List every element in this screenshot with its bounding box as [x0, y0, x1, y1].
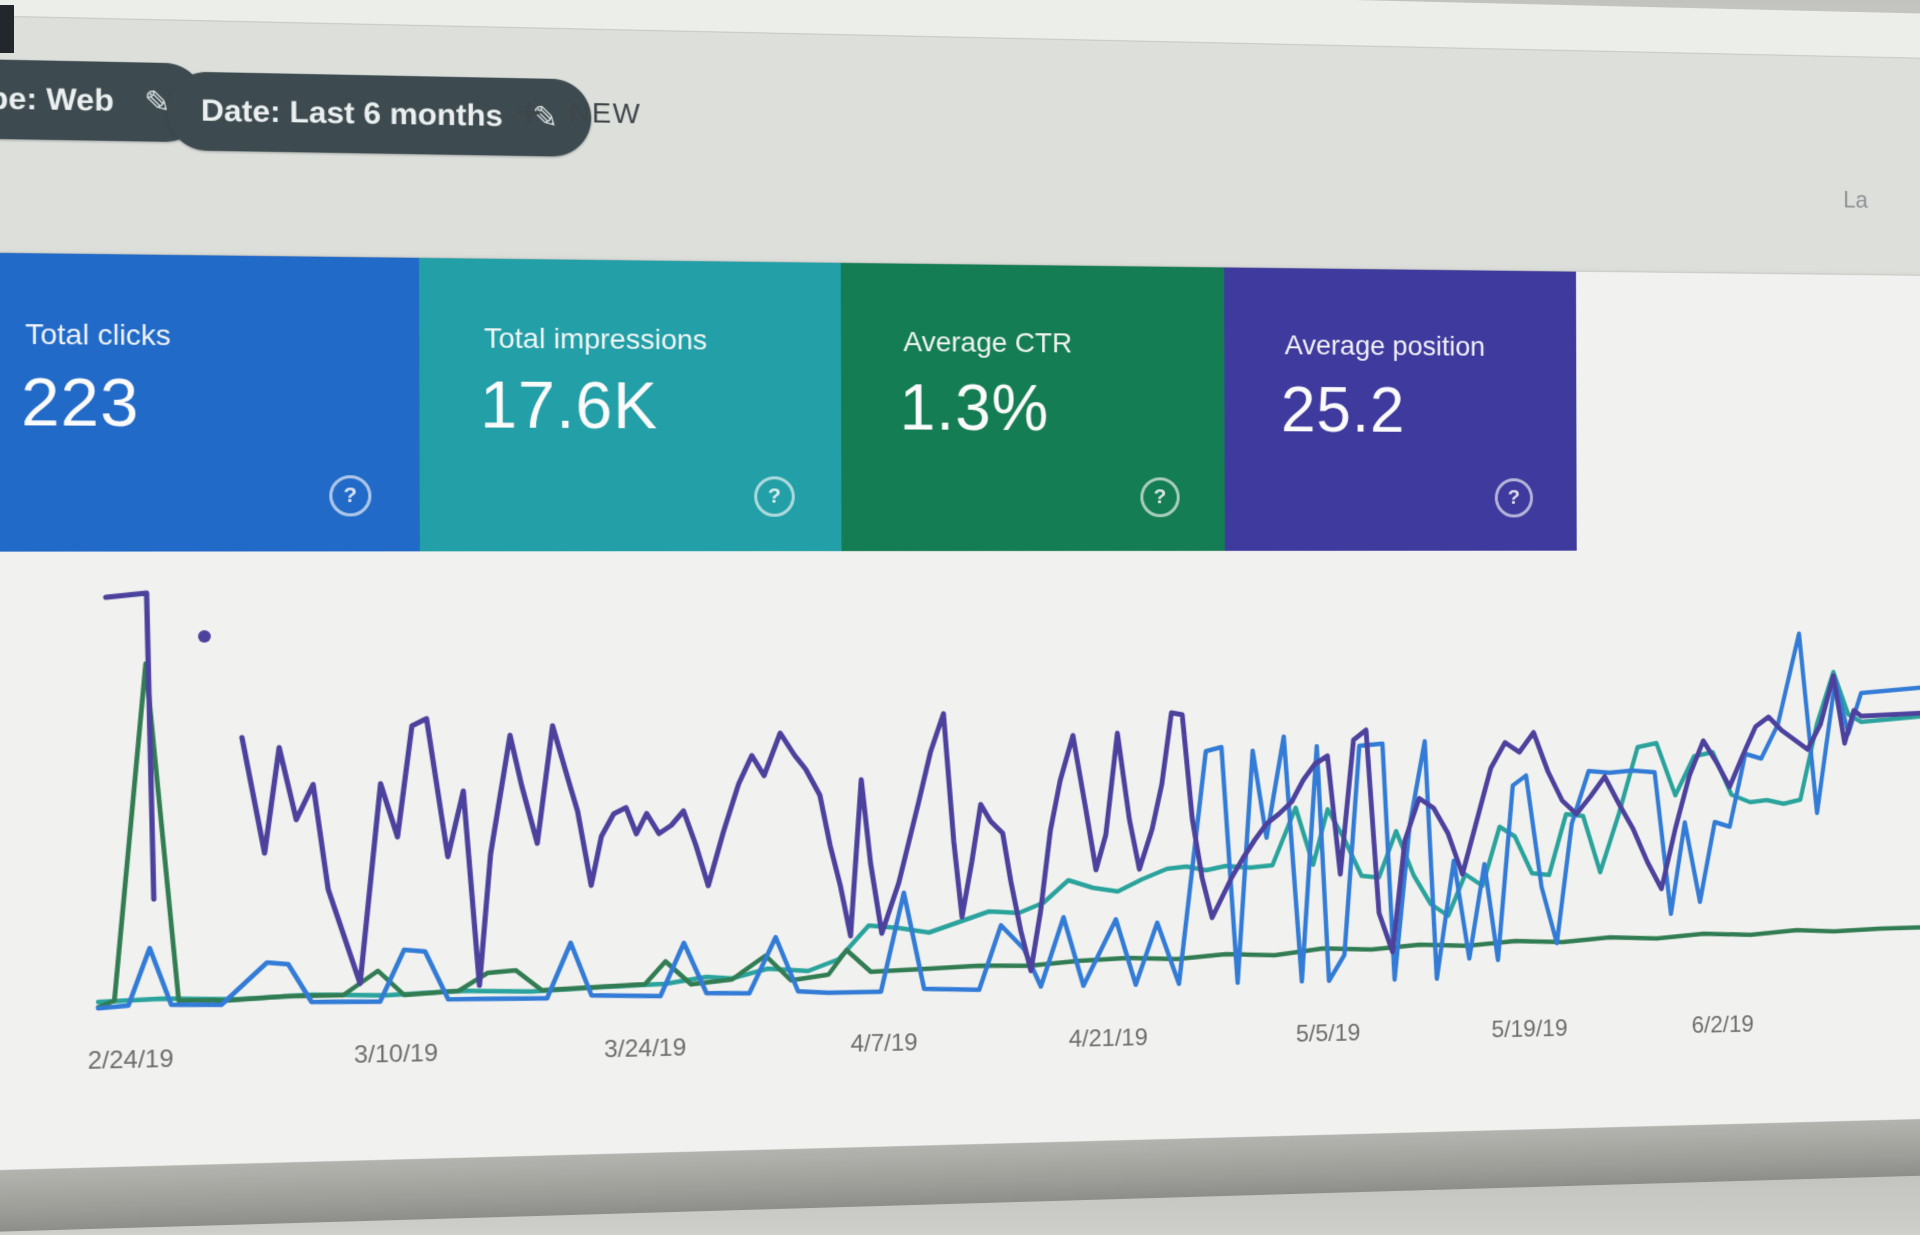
x-tick-label: 4/7/19: [850, 1029, 918, 1058]
metric-card-average-ctr[interactable]: Average CTR 1.3% ?: [840, 262, 1225, 552]
x-tick-label: 6/2/19: [1691, 1011, 1754, 1039]
help-icon[interactable]: ?: [1494, 478, 1534, 518]
metric-card-total-clicks[interactable]: Total clicks 223 ?: [0, 252, 420, 552]
x-tick-label: 2/24/19: [87, 1045, 174, 1076]
cutoff-text: La: [1843, 187, 1868, 214]
new-filter-button[interactable]: + NEW: [514, 85, 642, 139]
card-title: Total clicks: [25, 317, 171, 352]
x-axis: 2/24/19 3/10/19 3/24/19 4/7/19 4/21/19 5/5/19…: [88, 1007, 1920, 1091]
card-title: Total impressions: [483, 322, 708, 356]
x-tick-label: 3/10/19: [353, 1039, 438, 1070]
card-value: 223: [20, 364, 140, 441]
plus-icon: +: [514, 85, 543, 139]
help-icon[interactable]: ?: [1140, 477, 1180, 518]
card-value: 1.3%: [899, 371, 1050, 445]
photo-corner-artifact: [0, 5, 14, 53]
series-point-average-position: [198, 630, 211, 643]
chart-svg: [97, 579, 1920, 1011]
metric-card-total-impressions[interactable]: Total impressions 17.6K ?: [419, 257, 842, 552]
performance-panel: Total clicks 223 ? Total impressions 17.…: [0, 251, 1920, 1172]
performance-line-chart: [97, 579, 1920, 1011]
card-title: Average CTR: [903, 325, 1073, 359]
help-icon[interactable]: ?: [329, 475, 372, 517]
metric-card-average-position[interactable]: Average position 25.2 ?: [1224, 267, 1577, 551]
card-value: 25.2: [1280, 373, 1406, 446]
filter-chip-label: type: Web: [0, 80, 114, 119]
series-line-average-position: [242, 675, 1920, 990]
new-filter-label: NEW: [569, 96, 642, 130]
filter-chip-label: Date: Last 6 months: [200, 93, 503, 134]
x-tick-label: 4/21/19: [1068, 1024, 1148, 1053]
card-title: Average position: [1284, 329, 1486, 362]
help-icon[interactable]: ?: [754, 476, 795, 517]
x-tick-label: 5/19/19: [1491, 1015, 1568, 1044]
series-line-ctr: [97, 654, 1920, 1007]
card-value: 17.6K: [479, 368, 659, 443]
series-line-impressions: [97, 671, 1920, 1002]
series-line-clicks: [97, 633, 1920, 1008]
metric-cards-row: Total clicks 223 ? Total impressions 17.…: [0, 252, 1577, 552]
x-tick-label: 3/24/19: [603, 1034, 687, 1064]
x-tick-label: 5/5/19: [1295, 1019, 1361, 1048]
browser-chrome-edge: [0, 0, 1920, 61]
